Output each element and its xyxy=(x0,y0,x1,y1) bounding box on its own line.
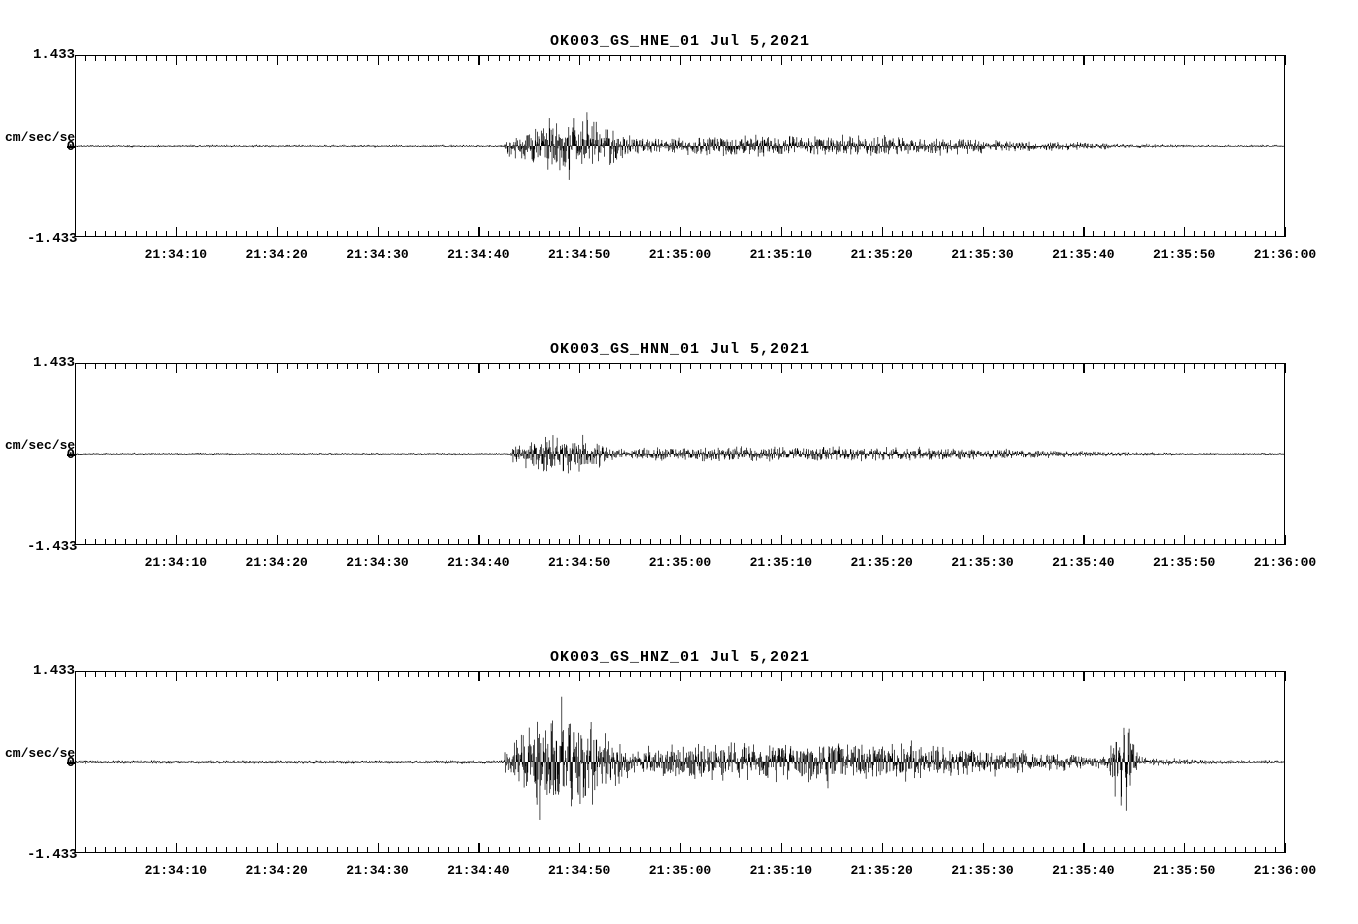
y-tick-top-hnz: 1.433 xyxy=(27,663,75,679)
y-tick-bottom-hnn: -1.433 xyxy=(27,539,75,555)
y-tick-bottom-hnz: -1.433 xyxy=(27,847,75,863)
x-tick-label-6-hnn: 21:35:00 xyxy=(649,555,711,570)
waveform-trace-hnn xyxy=(75,363,1285,545)
x-tick-label-3-hne: 21:34:30 xyxy=(346,247,408,262)
y-tick-bottom-hne: -1.433 xyxy=(27,231,75,247)
x-tick-label-11-hne: 21:35:50 xyxy=(1153,247,1215,262)
x-tick-label-12-hne: 21:36:00 xyxy=(1254,247,1316,262)
x-tick-labels-hne: 21:34:10 21:34:20 21:34:30 21:34:40 21:34:50… xyxy=(75,247,1285,267)
x-tick-label-1-hnn: 21:34:10 xyxy=(145,555,207,570)
y-tick-dash-mid-hnn xyxy=(67,454,75,456)
panel-title-hnn: OK003_GS_HNN_01 Jul 5,2021 xyxy=(75,341,1285,358)
waveform-trace-hne xyxy=(75,55,1285,237)
seismogram-panel-hne: OK003_GS_HNE_01 Jul 5,2021 cm/sec/sec 1.43… xyxy=(0,0,1358,308)
panel-title-hne: OK003_GS_HNE_01 Jul 5,2021 xyxy=(75,33,1285,50)
plot-area-hnz: OK003_GS_HNZ_01 Jul 5,2021 cm/sec/sec 1.43… xyxy=(75,671,1285,853)
x-tick-label-6-hne: 21:35:00 xyxy=(649,247,711,262)
x-tick-label-12-hnz: 21:36:00 xyxy=(1254,863,1316,878)
x-tick-label-2-hnn: 21:34:20 xyxy=(245,555,307,570)
plot-area-hne: OK003_GS_HNE_01 Jul 5,2021 cm/sec/sec 1.43… xyxy=(75,55,1285,237)
x-tick-label-9-hnz: 21:35:30 xyxy=(951,863,1013,878)
x-tick-label-5-hne: 21:34:50 xyxy=(548,247,610,262)
x-tick-label-11-hnn: 21:35:50 xyxy=(1153,555,1215,570)
y-tick-top-hnn: 1.433 xyxy=(27,355,75,371)
x-tick-label-4-hnn: 21:34:40 xyxy=(447,555,509,570)
x-tick-label-8-hne: 21:35:20 xyxy=(850,247,912,262)
y-tick-top-hne: 1.433 xyxy=(27,47,75,63)
x-tick-label-12-hnn: 21:36:00 xyxy=(1254,555,1316,570)
x-tick-label-11-hnz: 21:35:50 xyxy=(1153,863,1215,878)
x-tick-label-10-hnn: 21:35:40 xyxy=(1052,555,1114,570)
x-tick-label-8-hnn: 21:35:20 xyxy=(850,555,912,570)
x-tick-label-10-hnz: 21:35:40 xyxy=(1052,863,1114,878)
x-tick-labels-hnn: 21:34:10 21:34:20 21:34:30 21:34:40 21:34:50… xyxy=(75,555,1285,575)
x-tick-label-2-hne: 21:34:20 xyxy=(245,247,307,262)
x-tick-label-7-hnz: 21:35:10 xyxy=(750,863,812,878)
x-tick-label-10-hne: 21:35:40 xyxy=(1052,247,1114,262)
x-tick-label-4-hne: 21:34:40 xyxy=(447,247,509,262)
seismogram-panel-hnn: OK003_GS_HNN_01 Jul 5,2021 cm/sec/sec 1.43… xyxy=(0,308,1358,616)
seismogram-page: OK003_GS_HNE_01 Jul 5,2021 cm/sec/sec 1.43… xyxy=(0,0,1358,924)
x-tick-label-1-hne: 21:34:10 xyxy=(145,247,207,262)
panel-title-hnz: OK003_GS_HNZ_01 Jul 5,2021 xyxy=(75,649,1285,666)
x-tick-label-4-hnz: 21:34:40 xyxy=(447,863,509,878)
x-tick-label-5-hnz: 21:34:50 xyxy=(548,863,610,878)
waveform-trace-hnz xyxy=(75,671,1285,853)
x-tick-label-3-hnn: 21:34:30 xyxy=(346,555,408,570)
x-tick-label-3-hnz: 21:34:30 xyxy=(346,863,408,878)
x-tick-label-9-hnn: 21:35:30 xyxy=(951,555,1013,570)
x-tick-labels-hnz: 21:34:10 21:34:20 21:34:30 21:34:40 21:34:50… xyxy=(75,863,1285,883)
x-tick-label-9-hne: 21:35:30 xyxy=(951,247,1013,262)
x-tick-label-8-hnz: 21:35:20 xyxy=(850,863,912,878)
x-tick-label-7-hnn: 21:35:10 xyxy=(750,555,812,570)
y-tick-dash-mid-hnz xyxy=(67,762,75,764)
x-tick-label-7-hne: 21:35:10 xyxy=(750,247,812,262)
seismogram-panel-hnz: OK003_GS_HNZ_01 Jul 5,2021 cm/sec/sec 1.43… xyxy=(0,616,1358,924)
y-tick-dash-mid-hne xyxy=(67,146,75,148)
panels-container: OK003_GS_HNE_01 Jul 5,2021 cm/sec/sec 1.43… xyxy=(0,0,1358,924)
plot-area-hnn: OK003_GS_HNN_01 Jul 5,2021 cm/sec/sec 1.43… xyxy=(75,363,1285,545)
x-tick-label-5-hnn: 21:34:50 xyxy=(548,555,610,570)
x-tick-label-1-hnz: 21:34:10 xyxy=(145,863,207,878)
x-tick-label-6-hnz: 21:35:00 xyxy=(649,863,711,878)
x-tick-label-2-hnz: 21:34:20 xyxy=(245,863,307,878)
